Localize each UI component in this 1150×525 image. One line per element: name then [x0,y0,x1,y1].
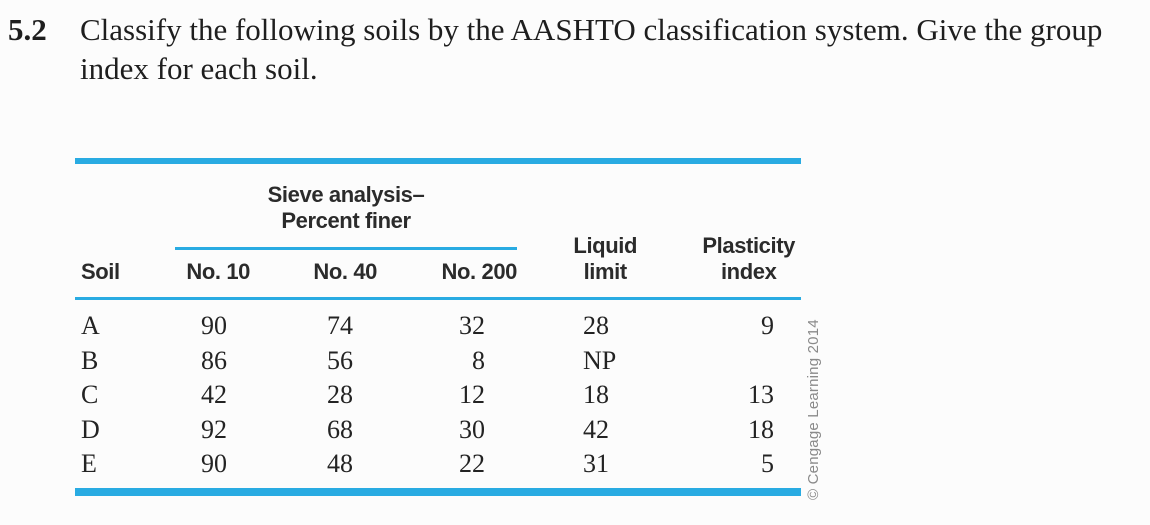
problem-statement: Classify the following soils by the AASH… [80,10,1140,88]
cell-no40: 56 [327,345,353,375]
table-row: B 86 56 8 NP [75,344,801,379]
column-header-no10: No. 10 [186,259,250,284]
cell-no40: 28 [327,380,353,410]
cell-liquid-limit: 28 [583,311,609,341]
column-header-soil: Soil [81,259,120,284]
table-header-row: Soil No. 10 No. 40 No. 200 Liquid limit P… [75,165,801,297]
sieve-analysis-spanner-label: Sieve analysis– Percent finer [175,182,517,234]
cell-no10: 86 [201,345,227,375]
cell-no200: 30 [459,414,485,444]
problem-text-line-2: index for each soil. [80,51,318,86]
cell-plasticity-index: 5 [761,449,774,479]
table-top-rule [75,158,801,164]
cell-no10: 92 [201,414,227,444]
table-row: E 90 48 22 31 5 [75,447,801,482]
column-header-liquid-limit: Liquid limit [573,233,637,284]
cell-no10: 90 [201,449,227,479]
cell-soil: A [81,311,100,341]
problem-text-line-1: Classify the following soils by the AASH… [80,12,1103,47]
table-bottom-rule [75,488,801,496]
column-header-no200: No. 200 [441,259,518,284]
table-row: A 90 74 32 28 9 [75,309,801,344]
cell-no200: 12 [459,380,485,410]
soil-properties-table: Sieve analysis– Percent finer Soil No. 1… [75,158,801,500]
cell-no200: 32 [459,311,485,341]
column-header-plasticity-index: Plasticity index [702,233,795,284]
cell-no40: 68 [327,414,353,444]
cell-soil: E [81,449,97,479]
cell-liquid-limit: 18 [583,380,609,410]
cell-no10: 90 [201,311,227,341]
cell-no200: 22 [459,449,485,479]
cell-no40: 48 [327,449,353,479]
cell-liquid-limit: NP [583,345,617,375]
table-body: A 90 74 32 28 9 B 86 56 8 NP C 42 28 12 … [75,309,801,482]
cell-plasticity-index: 18 [748,414,774,444]
spanner-line-2: Percent finer [281,208,411,233]
cell-no40: 74 [327,311,353,341]
cell-plasticity-index: 9 [761,311,774,341]
cell-soil: C [81,380,99,410]
problem-number: 5.2 [8,12,47,47]
header-separator-rule [75,297,801,300]
cell-liquid-limit: 42 [583,414,609,444]
table-row: D 92 68 30 42 18 [75,413,801,448]
cell-soil: D [81,414,100,444]
cell-no10: 42 [201,380,227,410]
cell-plasticity-index: 13 [748,380,774,410]
column-header-no40: No. 40 [313,259,377,284]
spanner-underline-rule [175,247,517,250]
cell-soil: B [81,345,99,375]
spanner-line-1: Sieve analysis– [267,182,425,207]
cell-no200: 8 [472,345,485,375]
cell-liquid-limit: 31 [583,449,609,479]
copyright-credit: © Cengage Learning 2014 [805,319,822,500]
table-row: C 42 28 12 18 13 [75,378,801,413]
